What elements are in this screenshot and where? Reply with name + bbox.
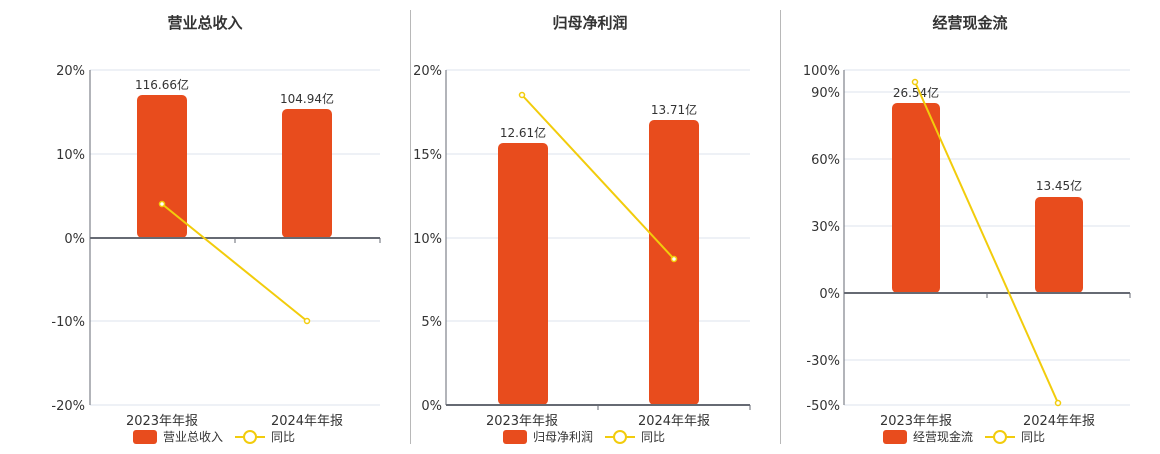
legend[interactable]: 归母净利润 同比	[503, 428, 665, 445]
svg-text:2023年年报: 2023年年报	[880, 414, 952, 429]
legend-bar-label[interactable]: 经营现金流	[913, 430, 974, 444]
bar-2023	[498, 143, 548, 405]
legend[interactable]: 经营现金流 同比	[883, 428, 1045, 445]
legend[interactable]: 营业总收入 同比	[133, 428, 295, 445]
svg-text:60%: 60%	[811, 153, 840, 168]
svg-text:104.94亿: 104.94亿	[280, 91, 334, 106]
bar-2023	[892, 103, 940, 293]
svg-text:10%: 10%	[56, 148, 85, 163]
y-axis-labels: 20% 10% 0% -10% -20%	[51, 64, 85, 414]
svg-text:116.66亿: 116.66亿	[135, 77, 189, 92]
svg-text:15%: 15%	[413, 148, 442, 163]
chart-title: 归母净利润	[552, 14, 628, 32]
svg-text:90%: 90%	[811, 86, 840, 101]
legend-bar-swatch[interactable]	[503, 429, 527, 444]
svg-text:20%: 20%	[413, 64, 442, 79]
legend-line-label[interactable]: 同比	[271, 430, 296, 444]
svg-text:0%: 0%	[421, 399, 442, 414]
svg-text:2024年年报: 2024年年报	[271, 414, 343, 429]
bar-2023	[137, 95, 187, 238]
svg-text:-20%: -20%	[51, 399, 85, 414]
yoy-line	[161, 203, 308, 322]
svg-text:10%: 10%	[413, 232, 442, 247]
chart-panel-net-profit: 归母净利润 20% 15% 10% 5% 0% 12.61亿 13.71亿 20…	[400, 0, 780, 450]
legend-line-swatch[interactable]	[985, 429, 1016, 444]
legend-line-swatch[interactable]	[605, 429, 636, 444]
legend-line-label[interactable]: 同比	[641, 430, 666, 444]
svg-text:-50%: -50%	[806, 399, 840, 414]
yoy-line	[521, 94, 675, 260]
chart-panel-revenue: 营业总收入 20% 10% 0% -10% -20% 116.66亿 104.9…	[0, 0, 400, 450]
yoy-line	[914, 81, 1059, 404]
net-profit-chart: 20% 15% 10% 5% 0% 12.61亿 13.71亿 2023年年报 …	[413, 64, 751, 429]
legend-line-swatch[interactable]	[235, 429, 266, 444]
divider	[410, 10, 411, 444]
divider	[780, 10, 781, 444]
bar-2024	[282, 109, 332, 238]
svg-text:13.45亿: 13.45亿	[1036, 178, 1082, 193]
svg-text:30%: 30%	[811, 220, 840, 235]
svg-text:26.54亿: 26.54亿	[893, 85, 939, 100]
legend-bar-label[interactable]: 归母净利润	[533, 430, 594, 444]
svg-text:12.61亿: 12.61亿	[500, 125, 546, 140]
svg-text:5%: 5%	[421, 315, 442, 330]
revenue-chart: 20% 10% 0% -10% -20% 116.66亿 104.94亿 202…	[51, 64, 381, 429]
svg-text:100%: 100%	[803, 64, 840, 79]
svg-text:2024年年报: 2024年年报	[1023, 414, 1095, 429]
svg-text:13.71亿: 13.71亿	[651, 102, 697, 117]
chart-title: 营业总收入	[167, 14, 243, 32]
legend-line-label[interactable]: 同比	[1021, 430, 1046, 444]
svg-text:-30%: -30%	[806, 354, 840, 369]
cash-flow-chart: 100% 90% 60% 30% 0% -30% -50% 26.54亿 13.…	[803, 64, 1131, 429]
legend-bar-swatch[interactable]	[133, 429, 157, 444]
bar-2024	[649, 120, 699, 405]
svg-text:0%: 0%	[64, 232, 85, 247]
bar-2024	[1035, 197, 1083, 293]
chart-panel-cash-flow: 经营现金流 100% 90% 60% 30% 0% -30% -50% 26.5…	[780, 0, 1160, 450]
chart-title: 经营现金流	[932, 14, 1008, 32]
svg-text:2023年年报: 2023年年报	[126, 414, 198, 429]
svg-text:0%: 0%	[819, 287, 840, 302]
legend-bar-swatch[interactable]	[883, 429, 907, 444]
svg-text:-10%: -10%	[51, 315, 85, 330]
svg-text:2024年年报: 2024年年报	[638, 414, 710, 429]
svg-text:2023年年报: 2023年年报	[486, 414, 558, 429]
legend-bar-label[interactable]: 营业总收入	[163, 430, 224, 444]
svg-text:20%: 20%	[56, 64, 85, 79]
